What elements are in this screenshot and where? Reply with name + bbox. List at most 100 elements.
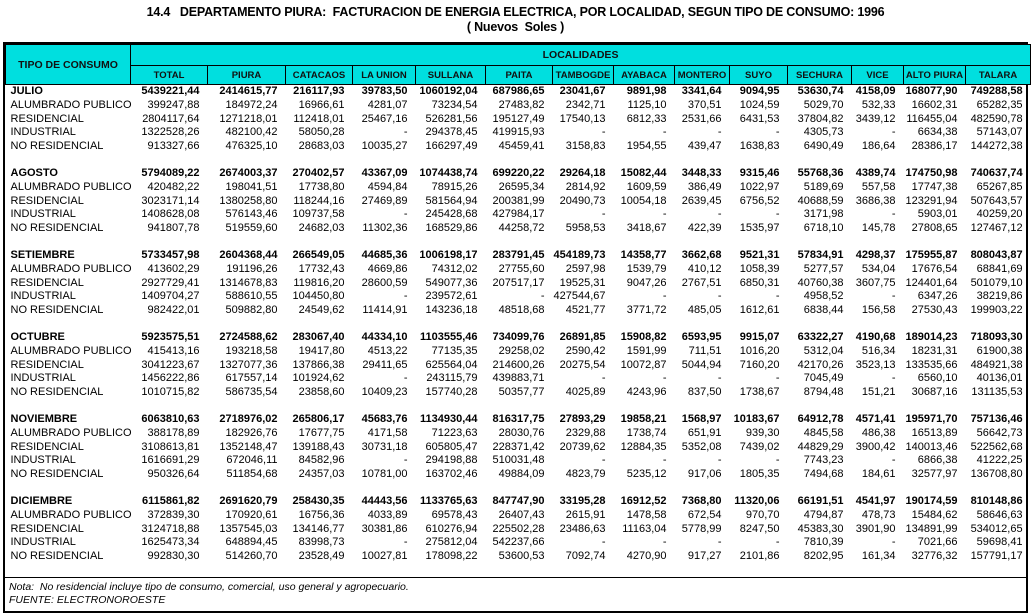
value-cell: 5235,12 — [626, 468, 667, 481]
value-cell: 5923575,51 — [141, 330, 200, 343]
value-cell: 104450,80 — [292, 290, 345, 303]
value-cell: 170920,61 — [225, 508, 278, 521]
consumption-type-row: NO RESIDENCIAL 982422,01 509882,80 24549,62… — [6, 304, 1031, 318]
value-cell: 44829,29 — [797, 440, 844, 453]
value-cell: 6347,26 — [917, 290, 958, 303]
value-cell: - — [403, 208, 408, 221]
value-cell: 6115861,82 — [141, 494, 200, 507]
value-cell: 1805,35 — [739, 468, 780, 481]
value-cell: 214600,26 — [492, 358, 545, 371]
value-cell: 207517,17 — [492, 276, 545, 289]
value-cell: 557,58 — [861, 180, 896, 193]
value-cell: 740637,74 — [970, 166, 1023, 179]
value-cell: 3439,12 — [855, 112, 896, 125]
value-cell: 672,54 — [687, 508, 722, 521]
value-cell: 27808,65 — [911, 222, 958, 235]
value-cell: 2414615,77 — [219, 85, 278, 97]
value-cell: 941807,78 — [147, 222, 200, 235]
value-cell: 30731,18 — [361, 440, 408, 453]
value-cell: 3158,83 — [565, 140, 606, 153]
value-cell: 26407,43 — [498, 508, 545, 521]
value-cell: - — [662, 454, 667, 467]
value-cell: 11414,91 — [362, 304, 408, 317]
value-cell: 16513,89 — [911, 426, 958, 439]
value-cell: 123291,94 — [905, 194, 958, 207]
value-cell: 610276,94 — [425, 522, 478, 535]
spacer-row — [6, 318, 1031, 331]
value-cell: 5958,53 — [565, 222, 606, 235]
value-cell: - — [662, 372, 667, 385]
value-cell: 1010715,82 — [141, 386, 200, 399]
value-cell: 482100,42 — [225, 126, 278, 139]
value-cell: 1133765,63 — [419, 494, 478, 507]
value-cell: 4521,77 — [565, 304, 606, 317]
value-cell: 2804117,64 — [142, 112, 200, 125]
consumption-type-label: INDUSTRIAL — [10, 536, 76, 549]
value-cell: 16966,61 — [298, 98, 345, 111]
consumption-type-row: INDUSTRIAL 1456222,86 617557,14 101924,62 - 2… — [6, 372, 1031, 386]
value-cell: 137866,38 — [292, 358, 345, 371]
value-cell: 982422,01 — [147, 304, 200, 317]
value-cell: 4823,79 — [565, 468, 606, 481]
value-cell: 3901,90 — [855, 522, 896, 535]
value-cell: 5903,01 — [917, 208, 958, 221]
value-cell: 588610,55 — [225, 290, 278, 303]
value-cell: 195127,49 — [492, 112, 545, 125]
value-cell: 420482,22 — [147, 180, 200, 193]
consumption-type-label: NO RESIDENCIAL — [10, 550, 104, 563]
value-cell: 1738,67 — [739, 386, 780, 399]
value-cell: 6866,38 — [917, 454, 958, 467]
value-cell: 992830,30 — [147, 550, 200, 563]
value-cell: 534012,65 — [970, 522, 1023, 535]
consumption-type-label: ALUMBRADO PUBLICO — [10, 262, 132, 275]
value-cell: 44334,10 — [361, 330, 408, 343]
value-cell: 17747,38 — [911, 180, 958, 193]
consumption-type-row: ALUMBRADO PUBLICO 415413,16 193218,58 19417… — [6, 345, 1031, 359]
value-cell: - — [717, 208, 722, 221]
value-cell: 4845,58 — [803, 426, 844, 439]
value-cell: 2342,71 — [565, 98, 606, 111]
value-cell: 134891,99 — [905, 522, 958, 535]
value-cell: 586735,54 — [225, 386, 278, 399]
value-cell: 617557,14 — [225, 372, 278, 385]
value-cell: 20739,62 — [559, 440, 606, 453]
value-cell: 1609,59 — [626, 180, 667, 193]
value-cell: 3341,64 — [681, 85, 722, 97]
value-cell: 749288,58 — [970, 85, 1023, 97]
value-cell: 15082,44 — [620, 166, 667, 179]
value-cell: 32776,32 — [911, 550, 958, 563]
value-cell: 4243,96 — [626, 386, 667, 399]
value-cell: 200381,99 — [492, 194, 545, 207]
spacer-row — [6, 154, 1031, 167]
value-cell: 84582,96 — [298, 454, 345, 467]
value-cell: - — [891, 372, 896, 385]
value-cell: 816317,75 — [492, 412, 545, 425]
value-cell: 10035,27 — [361, 140, 408, 153]
value-cell: 1539,79 — [626, 262, 667, 275]
footnote: Nota: No residencial incluye tipo de con… — [9, 580, 409, 593]
value-cell: 140013,46 — [905, 440, 958, 453]
consumption-type-label: RESIDENCIAL — [10, 522, 84, 535]
value-cell: 1408628,08 — [141, 208, 200, 221]
value-cell: 5029,70 — [803, 98, 844, 111]
value-cell: 3448,33 — [681, 166, 722, 179]
value-cell: 48518,68 — [498, 304, 545, 317]
value-cell: 1954,55 — [626, 140, 667, 153]
value-cell: 422,39 — [687, 222, 722, 235]
value-cell: 29411,65 — [362, 358, 408, 371]
value-cell: 28386,17 — [911, 140, 958, 153]
value-cell: - — [891, 536, 896, 549]
value-cell: 239572,61 — [425, 290, 478, 303]
value-cell: 29264,18 — [559, 166, 606, 179]
table-body: JULIO 5439221,44 2414615,77 216117,93 39783,… — [6, 85, 1031, 577]
column-header-alto-piura: ALTO PIURA — [903, 65, 966, 85]
value-cell: 534,04 — [861, 262, 896, 275]
value-cell: 41222,25 — [976, 454, 1023, 467]
value-cell: 485,05 — [687, 304, 722, 317]
value-cell: 6490,49 — [803, 140, 844, 153]
value-cell: - — [601, 454, 606, 467]
value-cell: 9915,07 — [739, 330, 780, 343]
value-cell: 648894,45 — [225, 536, 278, 549]
value-cell: 1409704,27 — [141, 290, 200, 303]
value-cell: 1314678,83 — [219, 276, 278, 289]
